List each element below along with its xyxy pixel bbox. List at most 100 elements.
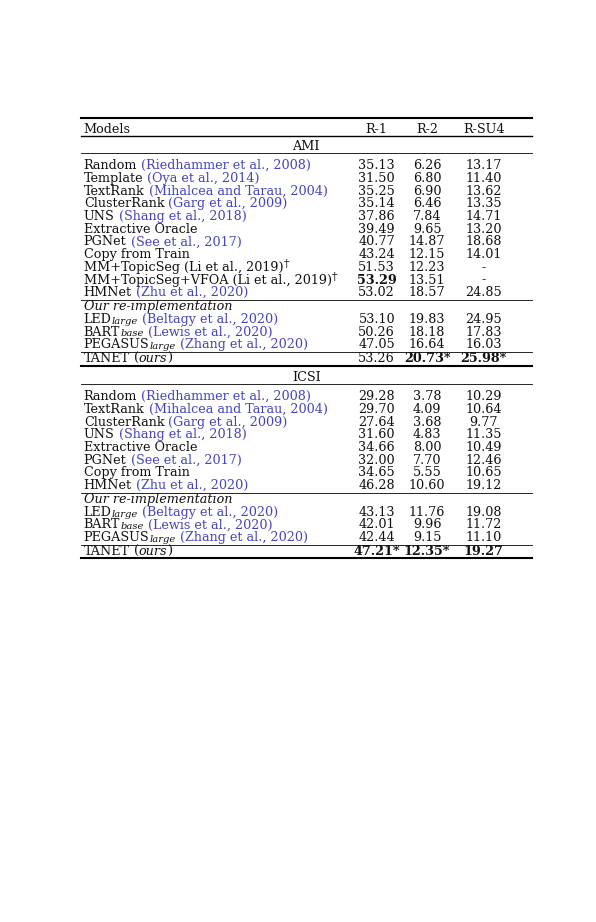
Text: 42.01: 42.01 [359, 518, 395, 531]
Text: (See et al., 2017): (See et al., 2017) [126, 235, 241, 248]
Text: HMNet: HMNet [84, 479, 132, 492]
Text: 53.29: 53.29 [357, 274, 396, 287]
Text: BART: BART [84, 518, 120, 531]
Text: 18.18: 18.18 [409, 325, 445, 338]
Text: 47.21*: 47.21* [353, 545, 400, 558]
Text: 19.83: 19.83 [409, 313, 445, 325]
Text: (Garg et al., 2009): (Garg et al., 2009) [164, 416, 288, 429]
Text: MM+TopicSeg+VFOA (Li et al., 2019): MM+TopicSeg+VFOA (Li et al., 2019) [84, 274, 332, 287]
Text: (Mihalcea and Tarau, 2004): (Mihalcea and Tarau, 2004) [145, 184, 328, 197]
Text: 16.64: 16.64 [409, 338, 445, 351]
Text: PGNet: PGNet [84, 235, 126, 248]
Text: (Garg et al., 2009): (Garg et al., 2009) [164, 197, 288, 210]
Text: Models: Models [84, 123, 131, 136]
Text: BART: BART [84, 325, 120, 338]
Text: 19.27: 19.27 [464, 545, 504, 558]
Text: 31.60: 31.60 [359, 429, 395, 442]
Text: 24.95: 24.95 [465, 313, 502, 325]
Text: Copy from Train: Copy from Train [84, 248, 190, 261]
Text: 6.80: 6.80 [413, 171, 442, 185]
Text: ours: ours [139, 545, 167, 558]
Text: 9.65: 9.65 [413, 223, 442, 236]
Text: 10.49: 10.49 [465, 441, 502, 454]
Text: Random: Random [84, 390, 137, 403]
Text: 53.10: 53.10 [358, 313, 395, 325]
Text: ours: ours [139, 352, 167, 365]
Text: 50.26: 50.26 [358, 325, 395, 338]
Text: 34.66: 34.66 [358, 441, 395, 454]
Text: (See et al., 2017): (See et al., 2017) [126, 454, 241, 467]
Text: PGNet: PGNet [84, 454, 126, 467]
Text: ): ) [167, 352, 172, 365]
Text: 16.03: 16.03 [465, 338, 502, 351]
Text: 19.08: 19.08 [465, 505, 502, 519]
Text: 24.85: 24.85 [465, 286, 502, 300]
Text: †: † [284, 259, 289, 269]
Text: (Riedhammer et al., 2008): (Riedhammer et al., 2008) [137, 160, 311, 172]
Text: ClusterRank: ClusterRank [84, 416, 164, 429]
Text: LED: LED [84, 313, 111, 325]
Text: (: ( [130, 545, 139, 558]
Text: 37.86: 37.86 [358, 210, 395, 223]
Text: 10.64: 10.64 [465, 403, 502, 416]
Text: 51.53: 51.53 [358, 261, 395, 274]
Text: †: † [332, 272, 337, 282]
Text: AMI: AMI [293, 139, 320, 152]
Text: 13.17: 13.17 [465, 160, 502, 172]
Text: 11.40: 11.40 [465, 171, 502, 185]
Text: (Riedhammer et al., 2008): (Riedhammer et al., 2008) [137, 390, 311, 403]
Text: 35.25: 35.25 [358, 184, 395, 197]
Text: 9.15: 9.15 [413, 531, 442, 544]
Text: base: base [120, 523, 144, 531]
Text: 18.57: 18.57 [409, 286, 445, 300]
Text: large: large [111, 510, 138, 518]
Text: -: - [482, 274, 486, 287]
Text: (Beltagy et al., 2020): (Beltagy et al., 2020) [138, 505, 278, 519]
Text: 12.15: 12.15 [409, 248, 445, 261]
Text: 10.60: 10.60 [409, 479, 445, 492]
Text: (Mihalcea and Tarau, 2004): (Mihalcea and Tarau, 2004) [145, 403, 328, 416]
Text: (Zhu et al., 2020): (Zhu et al., 2020) [132, 286, 249, 300]
Text: ICSI: ICSI [292, 371, 321, 384]
Text: 13.51: 13.51 [409, 274, 445, 287]
Text: 14.71: 14.71 [465, 210, 502, 223]
Text: 13.20: 13.20 [465, 223, 502, 236]
Text: PEGASUS: PEGASUS [84, 338, 150, 351]
Text: 4.09: 4.09 [413, 403, 442, 416]
Text: 29.28: 29.28 [358, 390, 395, 403]
Text: 35.14: 35.14 [358, 197, 395, 210]
Text: 6.46: 6.46 [413, 197, 442, 210]
Text: 42.44: 42.44 [358, 531, 395, 544]
Text: 7.84: 7.84 [413, 210, 442, 223]
Text: LED: LED [84, 505, 111, 519]
Text: 3.68: 3.68 [413, 416, 442, 429]
Text: HMNet: HMNet [84, 286, 132, 300]
Text: ClusterRank: ClusterRank [84, 197, 164, 210]
Text: TANET: TANET [84, 545, 130, 558]
Text: 4.83: 4.83 [413, 429, 442, 442]
Text: Extractive Oracle: Extractive Oracle [84, 441, 197, 454]
Text: 34.65: 34.65 [358, 467, 395, 479]
Text: TextRank: TextRank [84, 184, 145, 197]
Text: 13.62: 13.62 [465, 184, 502, 197]
Text: R-SU4: R-SU4 [463, 123, 504, 136]
Text: MM+TopicSeg (Li et al., 2019): MM+TopicSeg (Li et al., 2019) [84, 261, 284, 274]
Text: 20.73*: 20.73* [404, 352, 451, 365]
Text: (: ( [130, 352, 139, 365]
Text: 25.98*: 25.98* [461, 352, 507, 365]
Text: 11.72: 11.72 [465, 518, 502, 531]
Text: R-2: R-2 [416, 123, 438, 136]
Text: Copy from Train: Copy from Train [84, 467, 190, 479]
Text: 14.87: 14.87 [409, 235, 445, 248]
Text: 9.77: 9.77 [470, 416, 498, 429]
Text: large: large [150, 342, 176, 351]
Text: 12.35*: 12.35* [404, 545, 451, 558]
Text: 43.24: 43.24 [358, 248, 395, 261]
Text: (Zhu et al., 2020): (Zhu et al., 2020) [132, 479, 249, 492]
Text: (Lewis et al., 2020): (Lewis et al., 2020) [144, 518, 272, 531]
Text: 17.83: 17.83 [465, 325, 502, 338]
Text: 10.29: 10.29 [465, 390, 502, 403]
Text: TANET: TANET [84, 352, 130, 365]
Text: (Zhang et al., 2020): (Zhang et al., 2020) [176, 338, 308, 351]
Text: (Beltagy et al., 2020): (Beltagy et al., 2020) [138, 313, 278, 325]
